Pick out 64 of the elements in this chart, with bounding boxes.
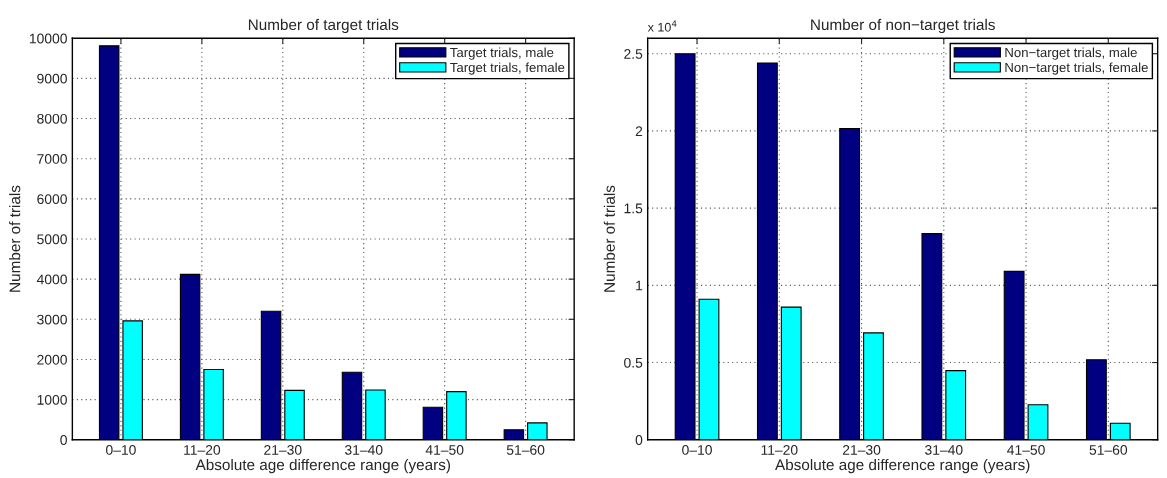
y-tick-label: 6000 bbox=[37, 194, 67, 205]
y-tick-label: 1000 bbox=[37, 394, 67, 405]
legend-label: Target trials, male bbox=[450, 47, 554, 60]
x-tick-label: 21–30 bbox=[264, 444, 302, 455]
y-axis-title: Number of trials bbox=[603, 185, 615, 292]
bar bbox=[284, 389, 305, 440]
bar bbox=[1085, 359, 1107, 440]
chart-title: Number of non−target trials bbox=[811, 18, 995, 34]
y-tick-label: 3000 bbox=[37, 314, 67, 325]
legend-label: Non−target trials, female bbox=[1005, 62, 1148, 75]
bar bbox=[1027, 404, 1049, 440]
x-tick-label: 11–20 bbox=[761, 444, 798, 455]
bar bbox=[122, 320, 143, 440]
x-tick-label: 21–30 bbox=[842, 444, 881, 455]
bar bbox=[921, 233, 943, 440]
bar bbox=[756, 62, 778, 440]
bar bbox=[446, 391, 467, 440]
bar bbox=[527, 422, 548, 440]
y-tick-label: 4000 bbox=[36, 274, 67, 285]
y-tick-label: 10000 bbox=[29, 33, 67, 44]
bar bbox=[503, 429, 525, 440]
bar bbox=[98, 45, 120, 440]
bar bbox=[365, 389, 386, 440]
bar bbox=[839, 128, 861, 440]
x-tick-label: 51–60 bbox=[1089, 444, 1128, 455]
x-tick-label: 51–60 bbox=[506, 444, 545, 455]
text: x 10$^{4}$ bbox=[647, 20, 677, 32]
bar bbox=[1003, 270, 1025, 440]
y-tick-label: 2000 bbox=[37, 354, 67, 365]
y-tick-label: 9000 bbox=[37, 73, 67, 84]
x-tick-label: 11–20 bbox=[184, 444, 221, 455]
y-tick-label: 1 bbox=[636, 280, 643, 291]
y-tick-label: 0 bbox=[60, 435, 67, 445]
bar bbox=[179, 273, 201, 440]
x-tick-label: 41–50 bbox=[1007, 444, 1045, 455]
y-tick-label: 1.5 bbox=[624, 203, 643, 214]
bar bbox=[780, 306, 802, 440]
chart-title: Number of target trials bbox=[248, 18, 399, 34]
x-tick-label: 31–40 bbox=[344, 444, 383, 455]
y-axis-title: Number of trials bbox=[9, 185, 21, 292]
x-axis-title: Absolute age difference range (years) bbox=[195, 458, 450, 474]
y-tick-label: 8000 bbox=[37, 113, 67, 124]
y-tick-label: 7000 bbox=[37, 154, 67, 164]
bar bbox=[674, 53, 696, 440]
x-tick-label: 0–10 bbox=[106, 444, 136, 455]
bar bbox=[698, 298, 720, 440]
y-tick-label: 2 bbox=[635, 126, 643, 136]
legend-label: Target trials, female bbox=[450, 62, 565, 75]
bar bbox=[203, 368, 224, 440]
bar bbox=[863, 332, 884, 440]
y-tick-label: 2.5 bbox=[624, 49, 643, 59]
x-tick-label: 31–40 bbox=[925, 444, 963, 455]
bar bbox=[1109, 422, 1131, 440]
bar bbox=[341, 371, 363, 440]
y-tick-label: 5000 bbox=[37, 234, 67, 245]
y-tick-label: 0.5 bbox=[624, 357, 643, 368]
legend-label: Non−target trials, male bbox=[1005, 47, 1137, 60]
bar bbox=[260, 310, 282, 440]
x-tick-label: 41–50 bbox=[425, 444, 464, 455]
x-tick-label: 0–10 bbox=[682, 444, 712, 455]
y-tick-label: 0 bbox=[635, 435, 643, 445]
bar bbox=[945, 370, 967, 440]
bar bbox=[422, 406, 444, 440]
x-axis-title: Absolute age difference range (years) bbox=[775, 458, 1030, 474]
